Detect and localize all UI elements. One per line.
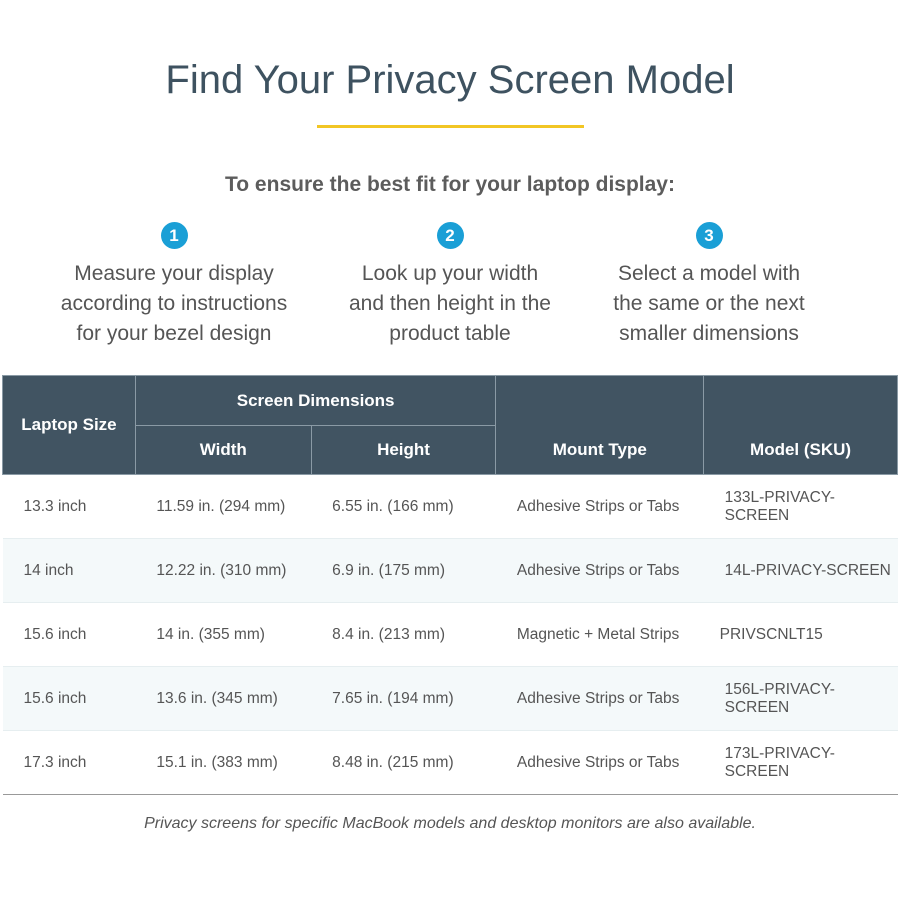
cell-mount-type: Adhesive Strips or Tabs bbox=[495, 666, 704, 731]
cell-width: 15.1 in. (383 mm) bbox=[135, 730, 312, 795]
step-text: Select a model with the same or the next s… bbox=[564, 259, 854, 349]
step-line: Measure your display bbox=[74, 262, 274, 285]
cell-width: 11.59 in. (294 mm) bbox=[135, 474, 312, 539]
cell-width: 12.22 in. (310 mm) bbox=[135, 538, 312, 603]
cell-height: 8.4 in. (213 mm) bbox=[311, 602, 496, 667]
cell-height: 6.55 in. (166 mm) bbox=[311, 474, 496, 539]
step-1: 1 Measure your display according to instr… bbox=[29, 222, 319, 349]
cell-laptop-size: 15.6 inch bbox=[2, 666, 136, 731]
cell-height: 8.48 in. (215 mm) bbox=[311, 730, 496, 795]
step-line: smaller dimensions bbox=[619, 322, 799, 345]
cell-height: 6.9 in. (175 mm) bbox=[311, 538, 496, 603]
step-number-badge: 2 bbox=[436, 222, 464, 249]
cell-mount-type: Adhesive Strips or Tabs bbox=[495, 538, 704, 603]
header-width: Width bbox=[134, 425, 312, 475]
step-number-badge: 3 bbox=[695, 222, 723, 249]
step-line: Look up your width bbox=[361, 262, 539, 285]
cell-model-sku: 173L-PRIVACY-SCREEN bbox=[703, 730, 898, 795]
page-title: Find Your Privacy Screen Model bbox=[165, 58, 735, 102]
product-table: Laptop Size Screen Dimensions Mount Type… bbox=[2, 375, 898, 795]
header-mount-type: Mount Type bbox=[495, 375, 705, 475]
step-number-badge: 1 bbox=[160, 222, 188, 249]
title-underline bbox=[317, 125, 584, 128]
cell-model-sku: 14L-PRIVACY-SCREEN bbox=[703, 538, 898, 603]
step-2: 2 Look up your width and then height in t… bbox=[305, 222, 595, 349]
step-line: according to instructions bbox=[60, 292, 288, 315]
subtitle: To ensure the best fit for your laptop d… bbox=[225, 173, 675, 196]
cell-mount-type: Adhesive Strips or Tabs bbox=[495, 474, 704, 539]
cell-laptop-size: 15.6 inch bbox=[2, 602, 136, 667]
cell-model-sku: PRIVSCNLT15 bbox=[703, 602, 898, 667]
table-row: 15.6 inch 13.6 in. (345 mm) 7.65 in. (194 … bbox=[2, 666, 898, 731]
table-row: 17.3 inch 15.1 in. (383 mm) 8.48 in. (215 … bbox=[2, 730, 898, 795]
header-height: Height bbox=[310, 425, 497, 475]
cell-model-sku: 156L-PRIVACY-SCREEN bbox=[703, 666, 898, 731]
cell-width: 14 in. (355 mm) bbox=[135, 602, 312, 667]
step-line: Select a model with bbox=[617, 262, 801, 285]
header-screen-dimensions: Screen Dimensions bbox=[134, 375, 497, 426]
step-line: product table bbox=[389, 322, 511, 345]
table-row: 14 inch 12.22 in. (310 mm) 6.9 in. (175 mm… bbox=[2, 538, 898, 603]
table-row: 15.6 inch 14 in. (355 mm) 8.4 in. (213 mm)… bbox=[2, 602, 898, 667]
footnote: Privacy screens for specific MacBook mod… bbox=[144, 815, 756, 832]
table-row: 13.3 inch 11.59 in. (294 mm) 6.55 in. (166… bbox=[2, 474, 898, 539]
step-text: Measure your display according to instruc… bbox=[29, 259, 319, 349]
cell-mount-type: Adhesive Strips or Tabs bbox=[495, 730, 704, 795]
cell-laptop-size: 14 inch bbox=[2, 538, 136, 603]
step-text: Look up your width and then height in the… bbox=[305, 259, 595, 349]
step-line: for your bezel design bbox=[76, 322, 272, 345]
cell-height: 7.65 in. (194 mm) bbox=[311, 666, 496, 731]
cell-model-sku: 133L-PRIVACY-SCREEN bbox=[703, 474, 898, 539]
cell-laptop-size: 17.3 inch bbox=[2, 730, 136, 795]
step-line: the same or the next bbox=[613, 292, 805, 315]
cell-laptop-size: 13.3 inch bbox=[2, 474, 136, 539]
header-model-sku: Model (SKU) bbox=[703, 375, 898, 475]
header-laptop-size: Laptop Size bbox=[2, 375, 136, 475]
cell-width: 13.6 in. (345 mm) bbox=[135, 666, 312, 731]
step-3: 3 Select a model with the same or the nex… bbox=[564, 222, 854, 349]
step-line: and then height in the bbox=[348, 292, 551, 315]
cell-mount-type: Magnetic + Metal Strips bbox=[495, 602, 704, 667]
